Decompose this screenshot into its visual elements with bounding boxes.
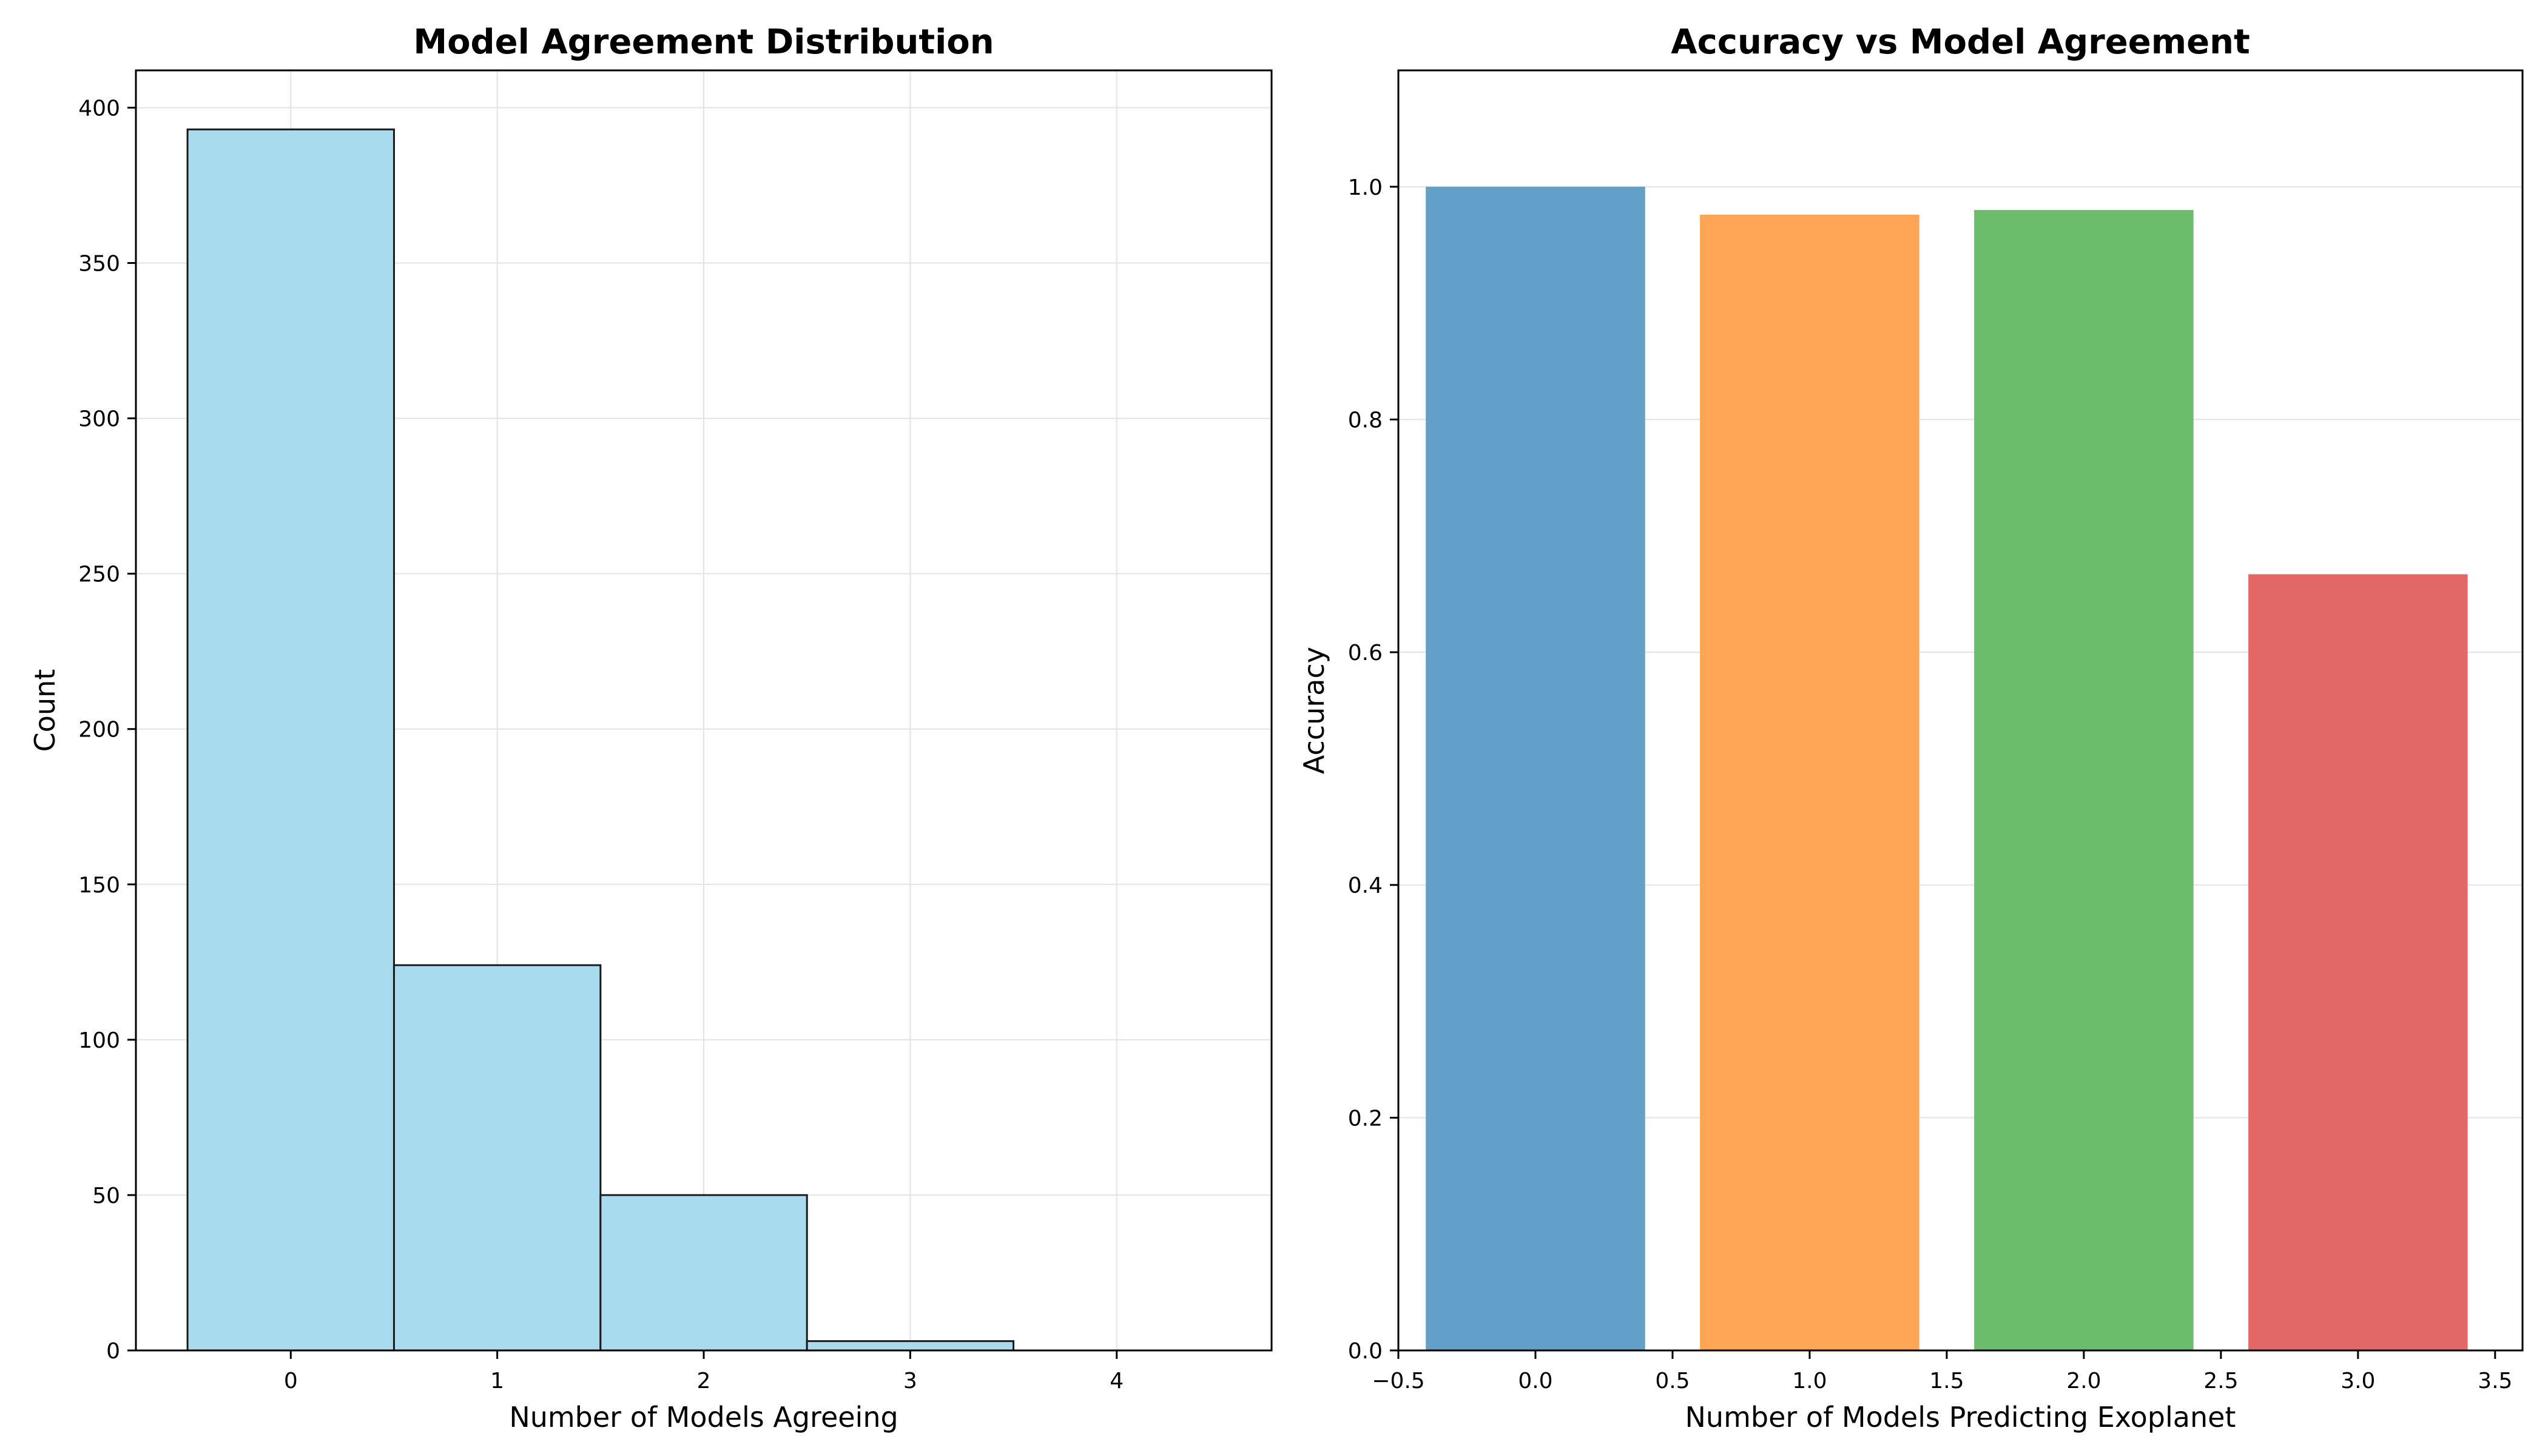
x-tick-label: 1.5: [1929, 1369, 1964, 1394]
x-ticks: 0 1 2 3 4: [284, 1350, 1124, 1394]
bar-0: [186, 128, 395, 1352]
y-tick-label: 0.8: [1348, 408, 1383, 433]
x-tick-label: 0.0: [1518, 1369, 1552, 1394]
y-ticks: 0.0 0.2 0.4 0.6 0.8 1.0: [1348, 175, 1398, 1364]
y-tick-label: 250: [78, 562, 120, 587]
y-tick-label: 300: [78, 407, 120, 432]
bars: [186, 128, 1015, 1352]
bar-1: [1700, 214, 1919, 1351]
x-axis-label: Number of Models Predicting Exoplanet: [1685, 1401, 2236, 1434]
x-tick-label: 3.5: [2478, 1369, 2512, 1394]
x-ticks: −0.5 0.0 0.5 1.0 1.5 2.0 2.5 3.0 3.5: [1372, 1350, 2512, 1394]
plot-frame: [1397, 69, 2524, 1352]
y-ticks: 0 50 100 150 200 250 300 350 400: [78, 96, 136, 1364]
y-tick-label: 400: [78, 96, 120, 121]
x-tick-label: 2.0: [2066, 1369, 2101, 1394]
bar-3: [806, 1340, 1015, 1352]
y-tick-label: 50: [92, 1184, 120, 1208]
y-tick-label: 100: [78, 1028, 120, 1053]
x-axis-label: Number of Models Agreeing: [509, 1401, 898, 1434]
x-tick-label: 3.0: [2341, 1369, 2375, 1394]
bar-1: [393, 964, 602, 1352]
y-tick-label: 150: [78, 873, 120, 898]
bars: [1426, 186, 2468, 1351]
accuracy-vs-agreement-chart: −0.5 0.0 0.5 1.0 1.5 2.0 2.5 3.0 3.5 0.00.20.40.…: [1298, 22, 2524, 1434]
agreement-distribution-chart: 0 1 2 3 4 0 50 100 150 200 250 300 350 400 Model Agr…: [29, 22, 1273, 1434]
y-tick-label: 0.0: [1348, 1339, 1383, 1364]
x-tick-label: 2.5: [2203, 1369, 2238, 1394]
y-tick-label: 0.4: [1348, 874, 1383, 898]
y-tick-label: 350: [78, 252, 120, 277]
x-tick-label: 0.5: [1655, 1369, 1690, 1394]
chart-title: Model Agreement Distribution: [413, 22, 994, 62]
y-tick-label: 0.6: [1348, 641, 1383, 666]
x-tick-label: 3: [903, 1369, 917, 1394]
x-tick-label: 2: [697, 1369, 711, 1394]
bar-3: [2248, 574, 2468, 1350]
y-axis-label: Accuracy: [1298, 647, 1330, 774]
x-tick-label: −0.5: [1372, 1369, 1424, 1394]
x-tick-label: 1: [490, 1369, 504, 1394]
y-tick-label: 0.2: [1348, 1106, 1383, 1131]
x-tick-label: 1.0: [1792, 1369, 1827, 1394]
x-tick-label: 4: [1110, 1369, 1124, 1394]
y-tick-label: 0: [106, 1339, 120, 1364]
bar-0: [1426, 186, 1645, 1351]
y-axis-label: Count: [29, 669, 61, 752]
x-tick-label: 0: [284, 1369, 298, 1394]
y-tick-label: 200: [78, 718, 120, 743]
bar-2: [1974, 210, 2194, 1350]
chart-title: Accuracy vs Model Agreement: [1671, 22, 2250, 62]
y-tick-label: 1.0: [1348, 175, 1383, 200]
bar-2: [599, 1194, 808, 1352]
